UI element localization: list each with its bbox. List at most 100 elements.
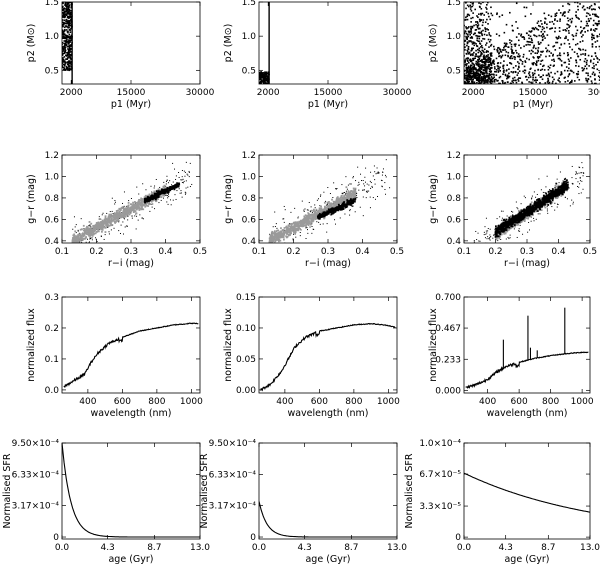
scatter-point [309,226,311,228]
scatter-point [165,183,167,185]
scatter-point [482,2,484,4]
scatter-point [570,20,573,23]
grey-point [107,216,110,219]
scatter-point [554,18,556,20]
scatter-point [531,82,533,84]
scatter-point [481,46,484,49]
scatter-point [478,18,481,21]
scatter-point [259,78,261,81]
scatter-point [468,68,471,71]
x-axis-label: r−i (mag) [108,258,154,269]
scatter-point [259,81,261,84]
scatter-point [501,81,504,84]
scatter-point [529,35,532,38]
scatter-point [478,74,481,77]
scatter-point [464,65,465,67]
scatter-point [560,64,563,66]
scatter-point [83,228,85,230]
scatter-point [167,182,169,184]
scatter-point [495,57,498,60]
scatter-point [356,194,358,196]
scatter-point [113,227,115,229]
scatter-point [468,51,471,54]
scatter-point [484,64,486,66]
scatter-point [70,12,73,14]
scatter-point [368,190,370,192]
grey-point [106,220,109,223]
grey-point [74,244,76,246]
scatter-point [530,49,533,52]
cluster-point [346,199,349,202]
cluster-point [318,212,321,215]
cluster-point [158,192,161,195]
scatter-point [585,77,587,80]
scatter-point [477,40,480,42]
grey-point [306,220,309,223]
scatter-point [174,194,176,196]
scatter-point [472,68,475,71]
scatter-point [473,65,476,67]
scatter-point [489,80,491,83]
scatter-point [576,42,579,45]
scatter-point [64,37,67,40]
scatter-point [540,20,542,22]
scatter-point [495,78,497,81]
scatter-point [478,68,480,70]
cluster-point [177,184,180,187]
scatter-point [541,28,544,31]
scatter-point [530,41,533,44]
scatter-point [465,52,468,55]
scatter-point [516,74,519,76]
scatter-point [591,43,594,45]
grey-point [102,221,105,223]
scatter-point [465,77,468,80]
scatter-point [62,47,65,50]
scatter-point [510,48,513,50]
scatter-point [493,76,495,78]
scatter-point [567,19,570,22]
grey-point [348,191,351,194]
scatter-point [482,79,485,82]
scatter-point [560,73,563,75]
scatter-point [466,83,469,84]
scatter-point [529,76,532,78]
scatter-point [122,221,124,223]
grey-point [294,221,297,224]
scatter-point [475,68,478,71]
scatter-point [502,65,504,68]
grey-point [123,213,126,216]
grey-point [353,191,356,194]
scatter-point [499,75,502,78]
grey-point [98,222,101,225]
grey-point [303,222,306,225]
grey-point [281,229,284,231]
grey-point [332,203,335,206]
scatter-point [368,184,370,186]
scatter-point [567,11,570,13]
scatter-point [376,172,378,174]
scatter-point [464,24,465,27]
scatter-point [118,221,120,223]
scatter-point [64,7,66,10]
scatter-point [505,45,507,48]
scatter-point [472,57,475,60]
grey-point [93,225,96,228]
scatter-point [545,74,548,77]
scatter-point [550,52,552,54]
scatter-point [582,48,584,51]
grey-point [87,233,90,236]
scatter-point [168,195,170,197]
scatter-point [476,45,479,48]
scatter-point [496,65,499,67]
grey-point [139,207,141,210]
cluster-point [350,200,353,203]
scatter-point [479,20,481,23]
scatter-point [63,66,65,69]
scatter-point [483,33,486,36]
scatter-point [536,56,539,58]
scatter-point [481,58,483,61]
scatter-point [63,51,66,54]
y-tick-label: 0.8 [242,194,257,204]
scatter-point [517,39,520,42]
scatter-point [377,172,379,174]
